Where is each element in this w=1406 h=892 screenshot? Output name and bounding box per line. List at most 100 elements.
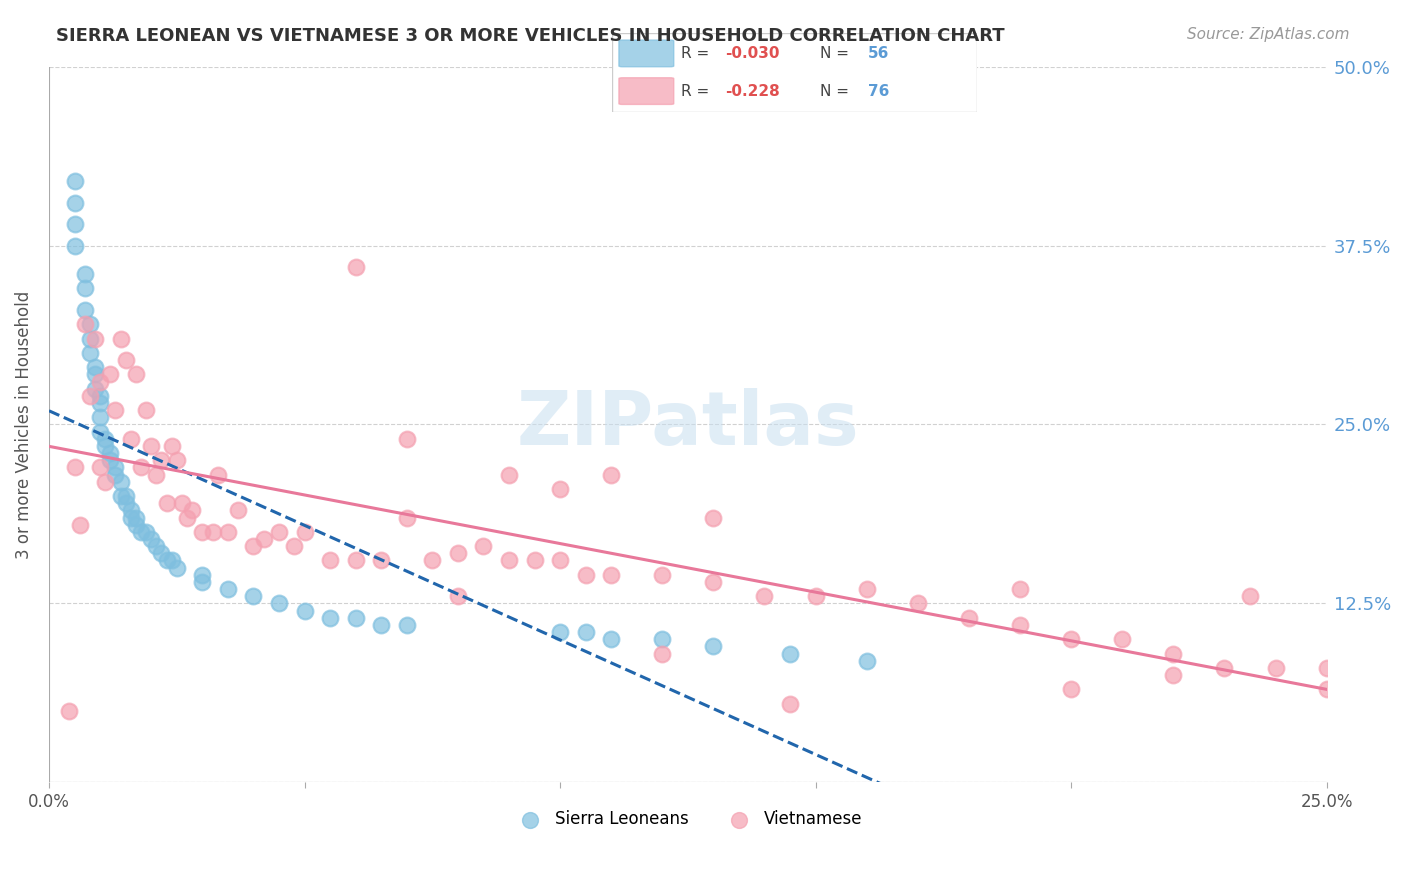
Point (548, 482, 571, 496)
Point (548, 625, 571, 640)
Point (110, 332, 132, 346)
Point (63, 217, 86, 231)
Point (176, 510, 198, 524)
Point (344, 260, 367, 274)
Point (370, 618, 392, 632)
Point (395, 510, 418, 524)
Point (166, 560, 188, 574)
Point (294, 524, 316, 539)
Point (73, 302, 96, 317)
Point (319, 553, 342, 567)
Point (191, 567, 214, 582)
Point (79, 346, 101, 360)
Point (1264, 661, 1286, 675)
Point (94, 439, 117, 453)
Text: 76: 76 (868, 84, 889, 99)
Point (120, 503, 142, 517)
Point (242, 589, 264, 603)
Text: N =: N = (820, 45, 853, 61)
Point (145, 467, 167, 482)
Point (145, 539, 167, 553)
Point (1060, 632, 1083, 647)
Point (191, 524, 214, 539)
Point (69, 517, 91, 532)
Point (73, 281, 96, 295)
Point (226, 503, 249, 517)
Point (79, 318, 101, 332)
Point (84, 360, 107, 375)
Point (779, 647, 801, 661)
Point (94, 432, 117, 446)
Text: 56: 56 (868, 45, 889, 61)
Point (89, 396, 111, 410)
Point (242, 539, 264, 553)
Point (575, 567, 598, 582)
Legend: Sierra Leoneans, Vietnamese: Sierra Leoneans, Vietnamese (506, 804, 869, 835)
Point (114, 489, 136, 503)
Y-axis label: 3 or more Vehicles in Household: 3 or more Vehicles in Household (15, 291, 32, 558)
Point (395, 618, 418, 632)
Point (120, 510, 142, 524)
Point (89, 410, 111, 425)
Text: Source: ZipAtlas.com: Source: ZipAtlas.com (1187, 27, 1350, 42)
Point (344, 553, 367, 567)
Point (498, 467, 520, 482)
Point (217, 524, 239, 539)
Point (89, 375, 111, 389)
Point (267, 524, 290, 539)
Point (472, 539, 495, 553)
Text: ZIPatlas: ZIPatlas (516, 388, 859, 461)
Point (1316, 682, 1339, 697)
Point (114, 496, 136, 510)
Point (191, 574, 214, 589)
Point (120, 432, 142, 446)
Point (344, 611, 367, 625)
Point (155, 496, 177, 510)
Point (201, 524, 224, 539)
Point (79, 332, 101, 346)
Point (702, 510, 724, 524)
Point (1316, 661, 1339, 675)
Point (447, 589, 470, 603)
Point (294, 603, 316, 617)
Point (1008, 618, 1031, 632)
Point (89, 389, 111, 403)
Point (135, 524, 157, 539)
Point (804, 589, 827, 603)
Point (98, 368, 121, 382)
Point (63, 238, 86, 252)
Point (253, 532, 276, 546)
Point (89, 425, 111, 439)
Point (129, 460, 152, 475)
Text: R =: R = (681, 45, 714, 61)
Point (150, 453, 173, 467)
Point (63, 460, 86, 475)
Point (125, 368, 148, 382)
Point (1213, 661, 1236, 675)
Point (855, 654, 877, 668)
Point (58, 704, 80, 718)
Point (1163, 647, 1185, 661)
Point (217, 582, 239, 596)
Point (104, 403, 127, 417)
Point (207, 467, 229, 482)
Point (63, 174, 86, 188)
Point (651, 647, 673, 661)
Point (79, 389, 101, 403)
Point (600, 467, 623, 482)
Point (575, 625, 598, 640)
Point (73, 318, 96, 332)
Point (150, 546, 173, 560)
Point (957, 611, 980, 625)
Point (319, 611, 342, 625)
Point (420, 553, 443, 567)
Point (907, 596, 929, 610)
Point (651, 567, 673, 582)
Point (702, 640, 724, 654)
Point (651, 632, 673, 647)
Text: N =: N = (820, 84, 853, 99)
Text: SIERRA LEONEAN VS VIETNAMESE 3 OR MORE VEHICLES IN HOUSEHOLD CORRELATION CHART: SIERRA LEONEAN VS VIETNAMESE 3 OR MORE V… (56, 27, 1005, 45)
Point (170, 496, 193, 510)
Point (600, 567, 623, 582)
Point (84, 368, 107, 382)
